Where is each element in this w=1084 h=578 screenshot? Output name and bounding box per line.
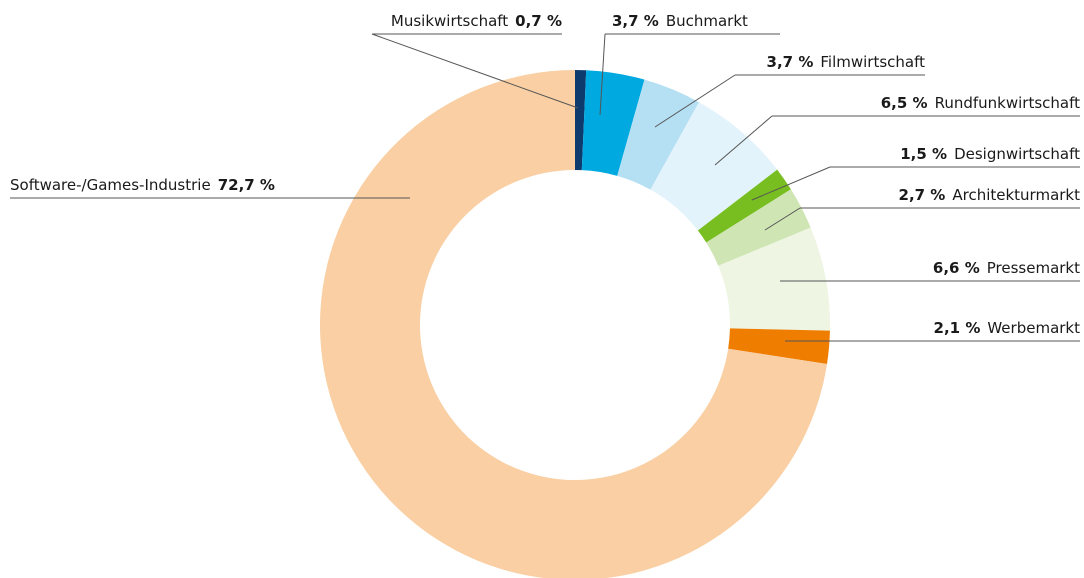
donut-segment — [650, 102, 778, 231]
label-value: 6,6 % — [933, 259, 980, 277]
donut-segment — [728, 328, 830, 365]
donut-segment — [706, 189, 811, 266]
data-label: 3,7 % Buchmarkt — [612, 12, 748, 30]
label-name: Filmwirtschaft — [820, 53, 925, 71]
data-label: 3,7 % Filmwirtschaft — [767, 53, 926, 71]
label-value: 6,5 % — [881, 94, 928, 112]
leader-line — [599, 33, 606, 116]
data-label: 2,1 % Werbemarkt — [934, 319, 1081, 337]
donut-segment — [617, 79, 700, 190]
label-value: 2,1 % — [934, 319, 981, 337]
label-name: Musikwirtschaft — [391, 12, 508, 30]
data-label: 6,6 % Pressemarkt — [933, 259, 1080, 277]
label-name: Werbemarkt — [987, 319, 1080, 337]
label-value: 3,7 % — [612, 12, 659, 30]
label-name: Designwirtschaft — [954, 145, 1080, 163]
data-label: 2,7 % Architekturmarkt — [899, 186, 1081, 204]
label-name: Buchmarkt — [666, 12, 748, 30]
label-name: Software-/Games-Industrie — [10, 176, 211, 194]
donut-segment — [575, 70, 587, 171]
label-value: 2,7 % — [899, 186, 946, 204]
leader-line — [714, 115, 773, 166]
label-value: 1,5 % — [900, 145, 947, 163]
data-label: 6,5 % Rundfunkwirtschaft — [881, 94, 1080, 112]
data-label: 1,5 % Designwirtschaft — [900, 145, 1080, 163]
leader-line — [371, 33, 579, 109]
leader-line — [764, 207, 801, 231]
label-name: Pressemarkt — [987, 259, 1080, 277]
donut-segment — [718, 227, 831, 331]
leader-line — [751, 166, 831, 201]
label-value: 0,7 % — [515, 12, 562, 30]
donut-segment — [697, 169, 791, 243]
label-value: 3,7 % — [767, 53, 814, 71]
data-label: Musikwirtschaft 0,7 % — [391, 12, 562, 30]
data-label: Software-/Games-Industrie 72,7 % — [10, 176, 275, 194]
label-name: Architekturmarkt — [952, 186, 1080, 204]
donut-segment — [320, 70, 827, 578]
label-value: 72,7 % — [218, 176, 275, 194]
label-name: Rundfunkwirtschaft — [935, 94, 1081, 112]
donut-segment — [581, 70, 645, 176]
leader-line — [654, 74, 736, 128]
